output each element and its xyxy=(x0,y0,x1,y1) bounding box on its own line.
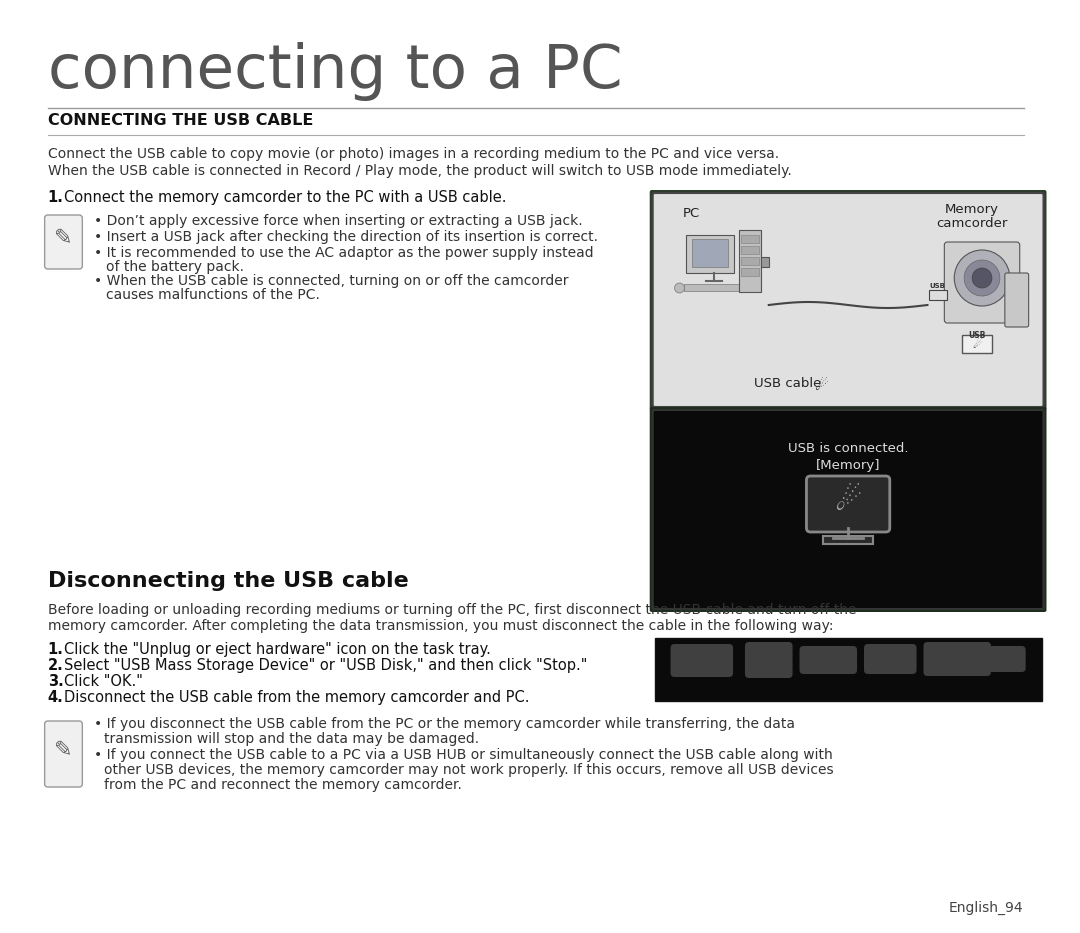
Text: Disconnect the USB cable from the memory camcorder and PC.: Disconnect the USB cable from the memory… xyxy=(65,690,530,705)
Text: other USB devices, the memory camcorder may not work properly. If this occurs, r: other USB devices, the memory camcorder … xyxy=(104,763,834,777)
FancyBboxPatch shape xyxy=(652,193,1043,407)
Circle shape xyxy=(972,268,991,288)
Text: ☄: ☄ xyxy=(835,487,862,516)
Text: USB cable: USB cable xyxy=(754,377,821,390)
FancyBboxPatch shape xyxy=(652,410,1043,609)
Text: • If you disconnect the USB cable from the PC or the memory camcorder while tran: • If you disconnect the USB cable from t… xyxy=(94,717,795,731)
Text: • Don’t apply excessive force when inserting or extracting a USB jack.: • Don’t apply excessive force when inser… xyxy=(94,214,583,228)
Text: • If you connect the USB cable to a PC via a USB HUB or simultaneously connect t: • If you connect the USB cable to a PC v… xyxy=(94,748,833,762)
FancyBboxPatch shape xyxy=(654,638,1041,701)
Circle shape xyxy=(964,260,1000,296)
Text: CONNECTING THE USB CABLE: CONNECTING THE USB CABLE xyxy=(48,113,313,128)
Text: Memory: Memory xyxy=(945,203,999,216)
FancyBboxPatch shape xyxy=(864,644,917,674)
FancyBboxPatch shape xyxy=(671,644,733,677)
Bar xyxy=(823,536,873,544)
Bar xyxy=(739,230,760,292)
Text: USB: USB xyxy=(969,331,986,340)
Text: Connect the memory camcorder to the PC with a USB cable.: Connect the memory camcorder to the PC w… xyxy=(65,190,507,205)
Text: causes malfunctions of the PC.: causes malfunctions of the PC. xyxy=(106,288,320,302)
Text: Select "USB Mass Storage Device" or "USB Disk," and then click "Stop.": Select "USB Mass Storage Device" or "USB… xyxy=(65,658,588,673)
Text: camcorder: camcorder xyxy=(936,217,1008,230)
FancyBboxPatch shape xyxy=(745,642,793,678)
FancyBboxPatch shape xyxy=(944,242,1020,323)
Bar xyxy=(741,246,759,254)
Circle shape xyxy=(955,250,1010,306)
Text: transmission will stop and the data may be damaged.: transmission will stop and the data may … xyxy=(104,732,480,746)
Bar xyxy=(741,257,759,265)
Text: • It is recommended to use the AC adaptor as the power supply instead: • It is recommended to use the AC adapto… xyxy=(94,246,594,260)
Bar xyxy=(760,257,769,267)
Text: of the battery pack.: of the battery pack. xyxy=(106,260,244,274)
Text: • When the USB cable is connected, turning on or off the camcorder: • When the USB cable is connected, turni… xyxy=(94,274,569,288)
Text: memory camcorder. After completing the data transmission, you must disconnect th: memory camcorder. After completing the d… xyxy=(48,619,833,633)
Text: 3.: 3. xyxy=(48,674,64,689)
Bar xyxy=(687,235,734,273)
Text: [Memory]: [Memory] xyxy=(815,459,880,472)
FancyBboxPatch shape xyxy=(650,190,1047,410)
Text: 4.: 4. xyxy=(48,690,64,705)
Text: Click "OK.": Click "OK." xyxy=(65,674,144,689)
Text: English_94: English_94 xyxy=(949,901,1024,915)
Text: ☄: ☄ xyxy=(972,340,982,350)
FancyBboxPatch shape xyxy=(988,646,1026,672)
Bar xyxy=(962,335,991,353)
Bar xyxy=(741,235,759,243)
Bar xyxy=(930,290,947,300)
Text: 1.: 1. xyxy=(48,190,64,205)
Text: Click the "Unplug or eject hardware" icon on the task tray.: Click the "Unplug or eject hardware" ico… xyxy=(65,642,491,657)
Bar xyxy=(692,239,728,267)
FancyBboxPatch shape xyxy=(44,721,82,787)
Text: USB is connected.: USB is connected. xyxy=(788,442,908,455)
Text: USB: USB xyxy=(930,283,945,289)
Text: • Insert a USB jack after checking the direction of its insertion is correct.: • Insert a USB jack after checking the d… xyxy=(94,230,598,244)
FancyBboxPatch shape xyxy=(807,476,890,532)
Circle shape xyxy=(675,283,685,293)
Text: Connect the USB cable to copy movie (or photo) images in a recording medium to t: Connect the USB cable to copy movie (or … xyxy=(48,147,779,161)
FancyBboxPatch shape xyxy=(1004,273,1028,327)
Text: connecting to a PC: connecting to a PC xyxy=(48,42,622,101)
Text: ✎: ✎ xyxy=(54,228,72,248)
Text: ✎: ✎ xyxy=(54,740,72,760)
Text: from the PC and reconnect the memory camcorder.: from the PC and reconnect the memory cam… xyxy=(104,778,462,792)
FancyBboxPatch shape xyxy=(44,215,82,269)
Text: When the USB cable is connected in Record / Play mode, the product will switch t: When the USB cable is connected in Recor… xyxy=(48,164,792,178)
Text: 2.: 2. xyxy=(48,658,64,673)
Bar xyxy=(741,268,759,276)
Text: ☄: ☄ xyxy=(815,378,829,393)
Text: Disconnecting the USB cable: Disconnecting the USB cable xyxy=(48,571,408,591)
FancyBboxPatch shape xyxy=(650,407,1047,612)
FancyBboxPatch shape xyxy=(923,642,991,676)
Bar xyxy=(685,284,740,291)
Text: 1.: 1. xyxy=(48,642,64,657)
Text: Before loading or unloading recording mediums or turning off the PC, first disco: Before loading or unloading recording me… xyxy=(48,603,856,617)
Text: PC: PC xyxy=(683,207,700,220)
FancyBboxPatch shape xyxy=(799,646,858,674)
